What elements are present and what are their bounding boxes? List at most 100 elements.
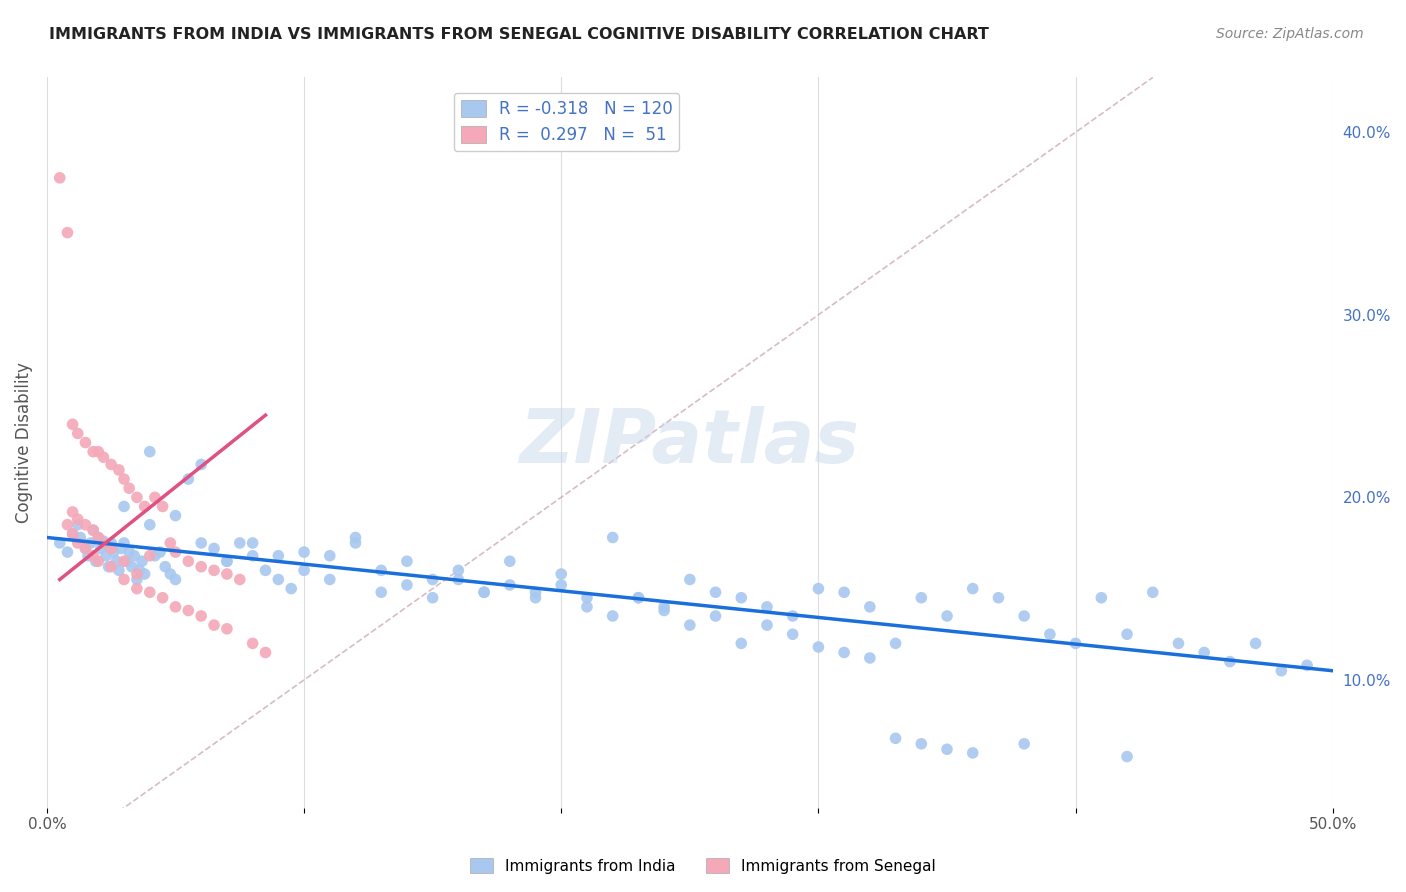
Point: [90, 541, 112, 556]
Point: [131, 554, 153, 568]
Point: [100, 541, 122, 556]
Point: [344, 531, 367, 545]
Point: [254, 563, 277, 577]
Point: [910, 591, 932, 605]
Point: [75, 517, 97, 532]
Point: [730, 636, 752, 650]
Point: [550, 578, 572, 592]
Point: [242, 536, 264, 550]
Point: [87, 531, 110, 545]
Point: [87, 444, 110, 458]
Point: [152, 500, 174, 514]
Point: [77, 549, 100, 563]
Point: [422, 591, 444, 605]
Point: [62, 526, 84, 541]
Point: [782, 609, 804, 624]
Point: [499, 578, 522, 592]
Point: [756, 618, 779, 632]
Point: [730, 591, 752, 605]
Point: [112, 573, 135, 587]
Point: [66, 426, 89, 441]
Point: [94, 549, 117, 563]
Point: [143, 491, 166, 505]
Point: [66, 517, 89, 532]
Point: [756, 599, 779, 614]
Point: [190, 458, 212, 472]
Point: [153, 559, 176, 574]
Point: [82, 549, 104, 563]
Point: [524, 591, 547, 605]
Point: [165, 508, 187, 523]
Point: [112, 500, 135, 514]
Point: [112, 536, 135, 550]
Point: [229, 573, 252, 587]
Point: [575, 591, 598, 605]
Point: [128, 563, 150, 577]
Point: [66, 536, 89, 550]
Point: [292, 563, 315, 577]
Point: [987, 591, 1010, 605]
Point: [395, 554, 418, 568]
Point: [292, 545, 315, 559]
Point: [202, 618, 225, 632]
Point: [134, 500, 156, 514]
Point: [115, 554, 138, 568]
Point: [602, 531, 624, 545]
Y-axis label: Cognitive Disability: Cognitive Disability: [15, 362, 32, 523]
Point: [550, 566, 572, 581]
Point: [100, 536, 122, 550]
Point: [56, 545, 79, 559]
Point: [112, 472, 135, 486]
Point: [215, 554, 238, 568]
Point: [139, 585, 162, 599]
Point: [319, 549, 342, 563]
Point: [859, 651, 882, 665]
Point: [962, 582, 984, 596]
Point: [447, 563, 470, 577]
Legend: Immigrants from India, Immigrants from Senegal: Immigrants from India, Immigrants from S…: [464, 852, 942, 880]
Point: [165, 545, 187, 559]
Point: [1012, 737, 1035, 751]
Point: [1012, 609, 1035, 624]
Point: [62, 505, 84, 519]
Point: [1064, 636, 1087, 650]
Point: [190, 536, 212, 550]
Point: [832, 646, 855, 660]
Point: [627, 591, 650, 605]
Point: [1090, 591, 1112, 605]
Point: [267, 573, 290, 587]
Point: [215, 554, 238, 568]
Point: [1116, 627, 1139, 641]
Point: [87, 554, 110, 568]
Point: [447, 573, 470, 587]
Text: ZIPatlas: ZIPatlas: [520, 406, 860, 479]
Point: [118, 481, 141, 495]
Point: [1167, 636, 1189, 650]
Point: [82, 444, 104, 458]
Point: [1219, 655, 1241, 669]
Point: [344, 536, 367, 550]
Point: [103, 545, 125, 559]
Point: [152, 591, 174, 605]
Point: [679, 573, 702, 587]
Point: [177, 554, 200, 568]
Point: [125, 566, 148, 581]
Point: [93, 536, 115, 550]
Point: [139, 549, 162, 563]
Point: [215, 622, 238, 636]
Point: [105, 554, 128, 568]
Point: [422, 573, 444, 587]
Point: [499, 554, 522, 568]
Point: [121, 559, 143, 574]
Point: [936, 742, 959, 756]
Point: [704, 585, 727, 599]
Point: [215, 566, 238, 581]
Point: [652, 603, 675, 617]
Point: [370, 563, 392, 577]
Point: [782, 627, 804, 641]
Point: [75, 541, 97, 556]
Point: [962, 746, 984, 760]
Point: [1116, 749, 1139, 764]
Point: [100, 458, 122, 472]
Point: [884, 731, 907, 746]
